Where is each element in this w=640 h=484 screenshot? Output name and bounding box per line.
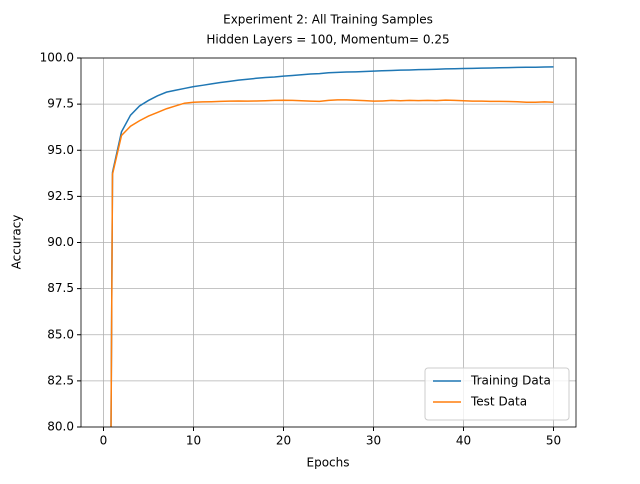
y-tick-label: 95.0: [47, 143, 74, 157]
y-tick-label: 92.5: [47, 189, 74, 203]
x-tick-label: 20: [276, 434, 291, 448]
chart-title: Experiment 2: All Training Samples: [223, 13, 433, 27]
x-tick-label: 50: [546, 434, 561, 448]
x-tick-label: 10: [186, 434, 201, 448]
y-tick-label: 87.5: [47, 281, 74, 295]
y-axis-label: Accuracy: [10, 215, 24, 270]
y-tick-label: 80.0: [47, 420, 74, 434]
data-line: [110, 66, 554, 427]
x-axis-label: Epochs: [307, 456, 350, 470]
data-line: [110, 99, 554, 427]
y-tick-label: 90.0: [47, 235, 74, 249]
y-tick-label: 97.5: [47, 97, 74, 111]
chart-subtitle: Hidden Layers = 100, Momentum= 0.25: [206, 33, 449, 47]
y-tick-label: 100.0: [40, 51, 74, 65]
y-tick-label: 85.0: [47, 327, 74, 341]
plot-frame: [80, 57, 577, 428]
x-tick-label: 0: [100, 434, 108, 448]
legend-label: Training Data: [470, 374, 551, 388]
x-tick-label: 30: [366, 434, 381, 448]
x-tick-label: 40: [456, 434, 471, 448]
y-tick-label: 82.5: [47, 373, 74, 387]
legend-label: Test Data: [470, 395, 527, 409]
